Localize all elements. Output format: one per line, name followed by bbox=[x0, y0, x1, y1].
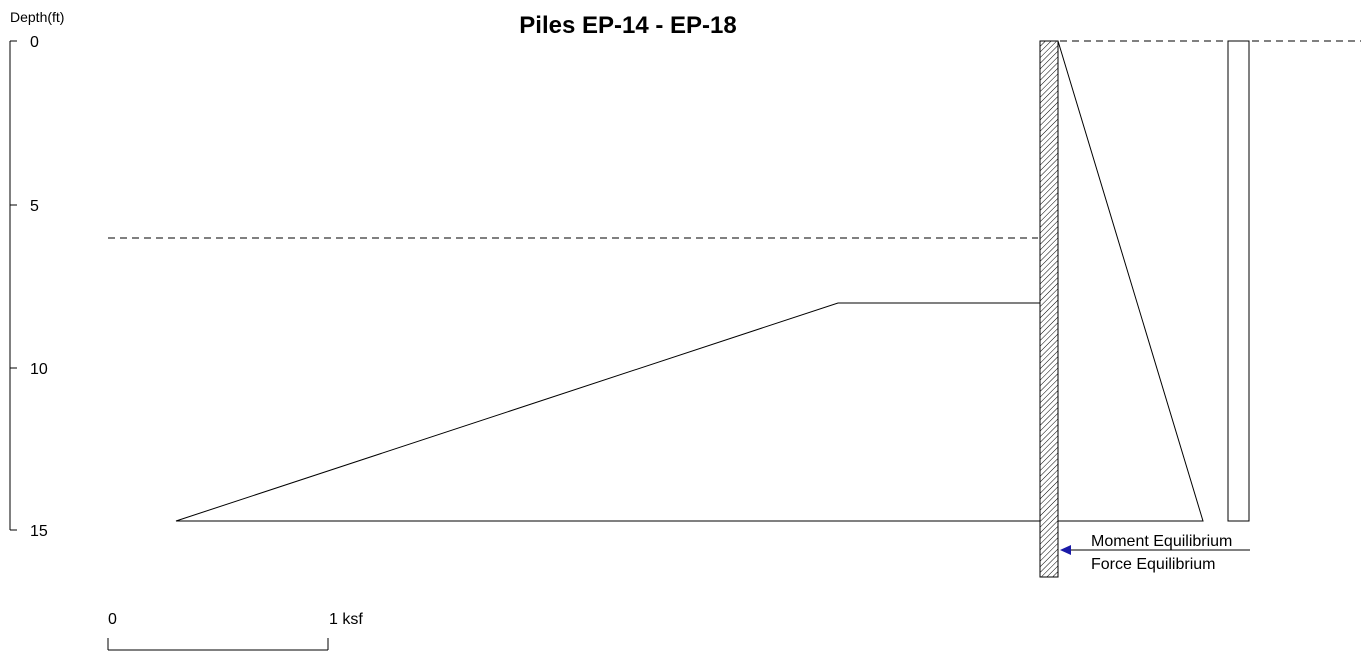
depth-tick-label-5: 5 bbox=[30, 198, 39, 215]
active-pressure-diagram bbox=[1057, 40, 1204, 522]
depth-tick-label-10: 10 bbox=[30, 361, 48, 378]
force-equilibrium-label: Force Equilibrium bbox=[1091, 556, 1215, 573]
depth-axis-label: Depth(ft) bbox=[10, 9, 64, 25]
scale-bar-end-label: 1 ksf bbox=[329, 611, 363, 628]
sheet-pile bbox=[1039, 40, 1059, 578]
water-pressure-column bbox=[1227, 40, 1250, 522]
scale-bar-start-label: 0 bbox=[108, 611, 117, 628]
depth-tick-label-0: 0 bbox=[30, 34, 39, 51]
diagram-title: Piles EP-14 - EP-18 bbox=[519, 12, 736, 39]
passive-pressure-diagram bbox=[175, 302, 1040, 522]
equilibrium-arrow-icon bbox=[1060, 545, 1071, 555]
moment-equilibrium-label: Moment Equilibrium bbox=[1091, 533, 1232, 550]
depth-tick-label-15: 15 bbox=[30, 523, 48, 540]
